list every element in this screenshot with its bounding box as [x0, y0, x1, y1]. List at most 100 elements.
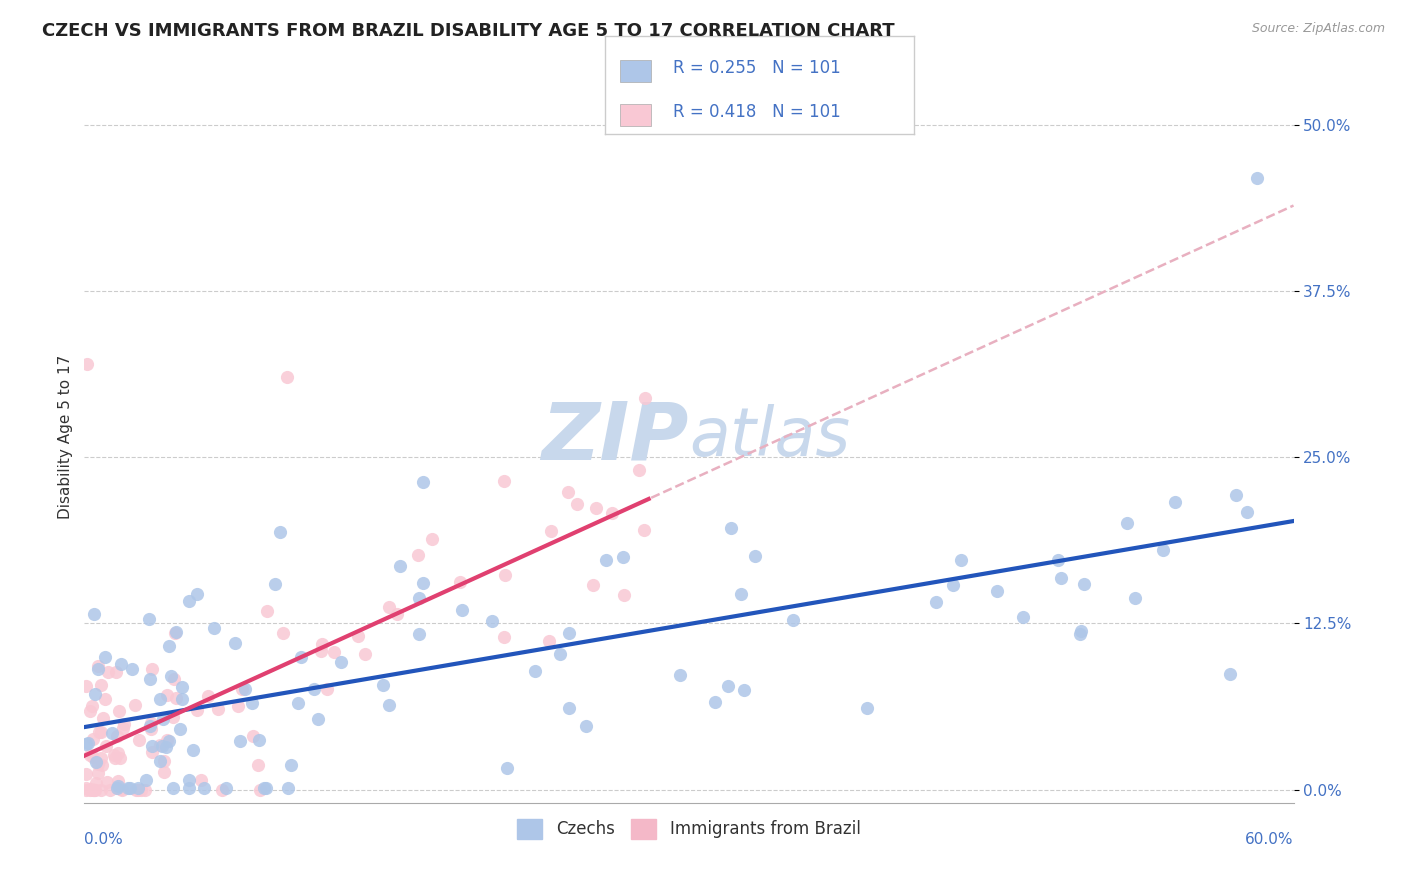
- Point: [558, 626, 581, 640]
- Point: [83, 607, 105, 621]
- Point: [118, 781, 141, 796]
- Point: [540, 524, 562, 538]
- Point: [84, 687, 107, 701]
- Point: [111, 782, 134, 797]
- Point: [160, 669, 183, 683]
- Point: [600, 506, 623, 520]
- Point: [156, 688, 179, 702]
- Point: [138, 673, 160, 687]
- Point: [449, 575, 471, 590]
- Point: [302, 681, 325, 696]
- Point: [177, 594, 200, 608]
- Point: [1073, 577, 1095, 591]
- Point: [412, 475, 434, 489]
- Point: [89, 724, 111, 739]
- Point: [121, 662, 143, 676]
- Point: [311, 637, 333, 651]
- Point: [186, 587, 208, 601]
- Point: [1219, 666, 1241, 681]
- Point: [165, 691, 187, 706]
- Point: [105, 665, 128, 679]
- Point: [733, 683, 755, 698]
- Point: [354, 647, 377, 661]
- Point: [252, 781, 274, 796]
- Point: [202, 621, 225, 635]
- Point: [276, 370, 298, 384]
- Point: [79, 782, 101, 797]
- Point: [94, 739, 117, 753]
- Point: [855, 700, 877, 714]
- Point: [628, 463, 651, 477]
- Point: [91, 757, 114, 772]
- Point: [186, 703, 208, 717]
- Point: [129, 782, 152, 797]
- Point: [82, 731, 104, 746]
- Point: [190, 773, 212, 788]
- Point: [378, 698, 401, 712]
- Point: [347, 629, 370, 643]
- Point: [585, 500, 607, 515]
- Point: [107, 779, 129, 793]
- Point: [105, 729, 128, 743]
- Point: [127, 781, 149, 796]
- Point: [127, 782, 149, 797]
- Point: [139, 715, 162, 730]
- Point: [330, 655, 353, 669]
- Point: [215, 781, 238, 796]
- Point: [157, 639, 180, 653]
- Point: [613, 589, 636, 603]
- Point: [242, 696, 264, 710]
- Point: [1046, 553, 1069, 567]
- Point: [138, 612, 160, 626]
- Point: [87, 662, 110, 676]
- Point: [75, 679, 97, 693]
- Point: [112, 716, 135, 731]
- Point: [149, 755, 172, 769]
- Point: [155, 739, 177, 754]
- Point: [387, 607, 409, 621]
- Point: [942, 578, 965, 592]
- Point: [93, 711, 115, 725]
- Point: [84, 782, 107, 797]
- Point: [177, 781, 200, 796]
- Point: [1123, 591, 1146, 605]
- Point: [371, 678, 394, 692]
- Point: [246, 758, 269, 772]
- Point: [82, 782, 104, 797]
- Point: [720, 521, 742, 535]
- Text: R = 0.418   N = 101: R = 0.418 N = 101: [672, 103, 841, 121]
- Point: [183, 743, 205, 757]
- Point: [565, 497, 588, 511]
- Point: [83, 782, 105, 797]
- Point: [226, 698, 249, 713]
- Point: [1050, 571, 1073, 585]
- Point: [93, 650, 115, 665]
- Point: [249, 782, 271, 797]
- Point: [159, 734, 181, 748]
- Point: [730, 587, 752, 601]
- Point: [264, 577, 287, 591]
- Point: [717, 679, 740, 693]
- Point: [152, 765, 174, 780]
- Point: [156, 733, 179, 747]
- Point: [107, 774, 129, 789]
- Point: [193, 781, 215, 796]
- Point: [582, 578, 605, 592]
- Point: [110, 657, 132, 672]
- Point: [141, 745, 163, 759]
- Point: [412, 576, 434, 591]
- Point: [79, 782, 101, 797]
- Point: [148, 692, 170, 706]
- Point: [494, 568, 516, 582]
- Point: [247, 733, 270, 747]
- Point: [152, 754, 174, 768]
- Point: [1164, 495, 1187, 509]
- Point: [408, 591, 430, 605]
- Point: [162, 709, 184, 723]
- Point: [496, 761, 519, 775]
- Point: [82, 699, 104, 714]
- Point: [280, 758, 302, 772]
- Point: [557, 485, 579, 500]
- Text: Source: ZipAtlas.com: Source: ZipAtlas.com: [1251, 22, 1385, 36]
- Point: [1070, 624, 1092, 639]
